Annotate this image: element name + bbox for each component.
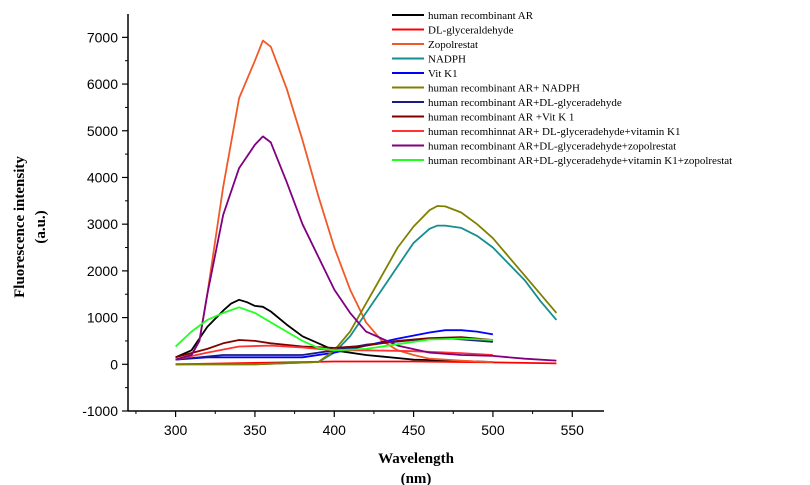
y-axis-unit: (a.u.) bbox=[33, 210, 49, 243]
legend-label-6: human recombinant AR+ NADPH bbox=[428, 83, 580, 95]
y-tick-label: 1000 bbox=[87, 310, 118, 326]
series-line-8 bbox=[175, 336, 493, 359]
y-tick-label: 4000 bbox=[87, 169, 118, 185]
x-axis-unit: (nm) bbox=[401, 471, 432, 485]
legend-label-7: human recombinant AR+DL-glyceradehyde bbox=[428, 97, 622, 109]
y-tick-label: 3000 bbox=[87, 216, 118, 232]
x-tick-label: 300 bbox=[164, 422, 188, 438]
legend-label-2: DL-glyceraldehyde bbox=[428, 25, 514, 37]
axes: 300 350 400 450 500 550 -1000 0 1000 2000 3000 4000… bbox=[82, 14, 604, 438]
legend-label-9: human recomhinnat AR+ DL-glyceradehyde+v… bbox=[428, 126, 681, 138]
series-line-5 bbox=[175, 329, 494, 361]
y-axis-title: Fluorescence intensity bbox=[12, 156, 28, 298]
series-line-2 bbox=[175, 360, 557, 366]
x-tick-label: 450 bbox=[402, 422, 426, 438]
legend-label-11: human recombinant AR+DL-glyceradehyde+vi… bbox=[428, 155, 732, 167]
y-tick-label: 2000 bbox=[87, 263, 118, 279]
series-layer bbox=[174, 39, 558, 366]
y-tick-label: 7000 bbox=[87, 29, 118, 45]
x-tick-label: 350 bbox=[243, 422, 267, 438]
legend-label-3: Zopolrestat bbox=[428, 39, 478, 51]
series-line-10 bbox=[175, 135, 557, 362]
y-tick-label: 5000 bbox=[87, 123, 118, 139]
legend-label-5: Vit K1 bbox=[428, 68, 458, 80]
x-tick-label: 400 bbox=[323, 422, 347, 438]
x-axis-title: Wavelength bbox=[378, 451, 454, 467]
legend-label-10: human recombinant AR+DL-glyceradehyde+zo… bbox=[428, 141, 676, 153]
legend-label-4: NADPH bbox=[428, 54, 466, 66]
x-tick-label: 550 bbox=[561, 422, 585, 438]
y-tick-label: -1000 bbox=[82, 403, 118, 419]
legend: human recombinant AR DL-glyceraldehyde Zop… bbox=[392, 10, 732, 167]
legend-label-8: human recombinant AR +Vit K 1 bbox=[428, 112, 574, 124]
series-line-11 bbox=[174, 306, 493, 352]
series-line-3 bbox=[175, 39, 493, 363]
legend-label-1: human recombinant AR bbox=[428, 10, 534, 22]
y-tick-label: 0 bbox=[110, 356, 118, 372]
x-tick-label: 500 bbox=[481, 422, 505, 438]
series-line-9 bbox=[175, 344, 493, 361]
y-tick-label: 6000 bbox=[87, 76, 118, 92]
